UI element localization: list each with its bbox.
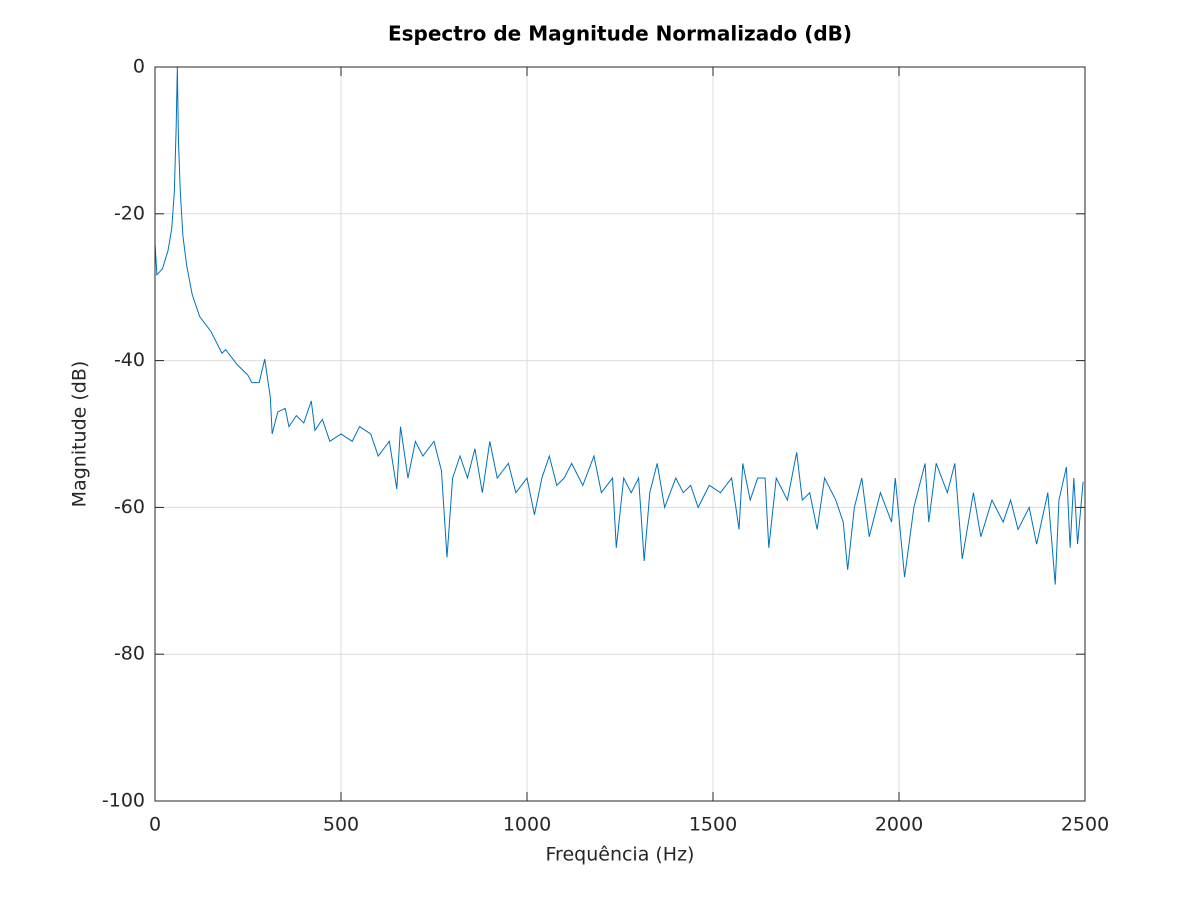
x-tick-label: 500 — [323, 814, 359, 836]
y-tick-label: -80 — [114, 643, 145, 665]
x-tick-label: 0 — [149, 814, 161, 836]
x-tick-label: 2000 — [875, 814, 923, 836]
y-tick-label: -100 — [102, 790, 145, 812]
y-tick-label: -20 — [114, 202, 145, 224]
x-axis-label: Frequência (Hz) — [546, 844, 695, 866]
y-axis-label: Magnitude (dB) — [69, 361, 91, 508]
spectrum-line — [154, 66, 1084, 585]
plot — [154, 66, 1084, 585]
x-tick-label: 1500 — [689, 814, 737, 836]
y-tick-label: -40 — [114, 349, 145, 371]
x-tick-label: 2500 — [1061, 814, 1109, 836]
chart-title: Espectro de Magnitude Normalizado (dB) — [388, 22, 852, 46]
y-tick-label: 0 — [133, 56, 145, 78]
y-tick-label: -60 — [114, 496, 145, 518]
x-tick-label: 1000 — [503, 814, 551, 836]
axes-box — [154, 66, 1086, 802]
